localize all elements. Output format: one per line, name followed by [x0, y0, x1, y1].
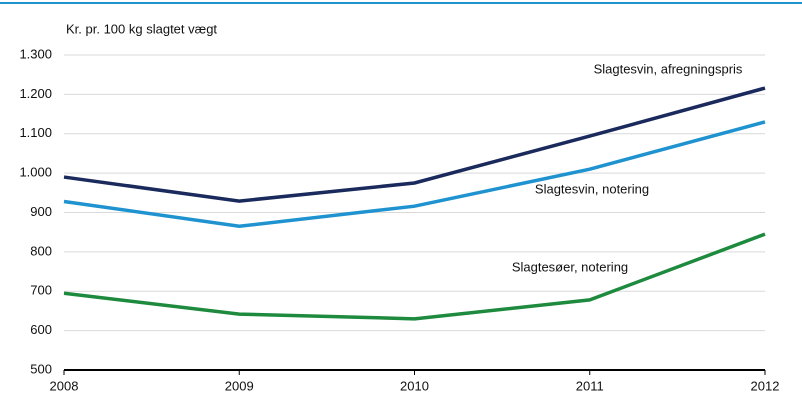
series-label: Slagtesøer, notering — [512, 259, 628, 274]
series-label: Slagtesvin, notering — [535, 181, 649, 196]
series-label: Slagtesvin, afregningspris — [594, 61, 743, 76]
x-tick-label: 2012 — [751, 378, 780, 393]
y-tick-label: 700 — [30, 283, 52, 298]
y-tick-label: 1.100 — [19, 125, 52, 140]
y-tick-label: 500 — [30, 361, 52, 376]
series-line — [63, 86, 766, 203]
top-rule — [0, 2, 802, 4]
y-axis-label: Kr. pr. 100 kg slagtet vægt — [66, 21, 217, 36]
x-tick-label: 2010 — [400, 378, 429, 393]
y-tick-label: 1.200 — [19, 86, 52, 101]
y-tick-label: 900 — [30, 204, 52, 219]
y-tick-label: 600 — [30, 322, 52, 337]
y-tick-label: 1.000 — [19, 165, 52, 180]
series-line — [63, 232, 766, 321]
y-tick-label: 800 — [30, 243, 52, 258]
series-line — [63, 120, 766, 229]
y-tick-label: 1.300 — [19, 46, 52, 61]
x-tick-label: 2011 — [576, 378, 604, 393]
x-tick-label: 2008 — [50, 378, 79, 393]
x-tick-label: 2009 — [225, 378, 254, 393]
